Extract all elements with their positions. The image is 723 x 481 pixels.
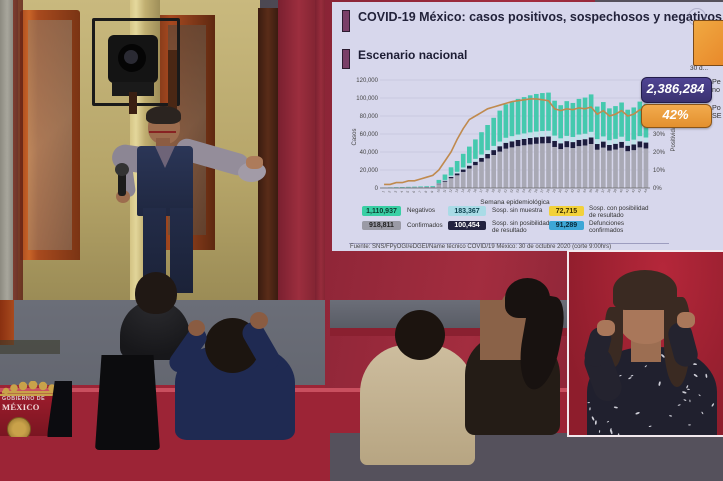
svg-text:38: 38 bbox=[607, 188, 612, 193]
svg-text:34: 34 bbox=[582, 188, 587, 193]
svg-text:0%: 0% bbox=[653, 186, 662, 192]
svg-text:24: 24 bbox=[521, 188, 526, 193]
svg-text:44: 44 bbox=[643, 188, 648, 193]
svg-text:14: 14 bbox=[460, 188, 465, 193]
svg-text:32: 32 bbox=[570, 188, 575, 193]
svg-text:37: 37 bbox=[600, 188, 605, 193]
svg-text:4: 4 bbox=[399, 190, 403, 193]
svg-text:43: 43 bbox=[637, 188, 642, 193]
svg-text:10: 10 bbox=[436, 188, 441, 193]
svg-text:11: 11 bbox=[442, 189, 447, 194]
svg-text:16: 16 bbox=[473, 188, 478, 193]
svg-text:40: 40 bbox=[619, 188, 624, 193]
svg-text:7: 7 bbox=[418, 190, 422, 193]
svg-text:23: 23 bbox=[515, 188, 520, 193]
svg-text:18: 18 bbox=[485, 188, 490, 193]
svg-text:36: 36 bbox=[594, 188, 599, 193]
svg-text:28: 28 bbox=[546, 188, 551, 193]
svg-text:60,000: 60,000 bbox=[360, 132, 379, 138]
svg-text:17: 17 bbox=[479, 188, 484, 193]
svg-text:3: 3 bbox=[393, 190, 397, 193]
svg-text:29: 29 bbox=[552, 188, 557, 193]
svg-text:40,000: 40,000 bbox=[360, 150, 379, 156]
svg-text:0: 0 bbox=[375, 186, 379, 192]
svg-text:27: 27 bbox=[540, 188, 545, 193]
svg-text:22: 22 bbox=[509, 188, 514, 193]
svg-text:Casos: Casos bbox=[352, 128, 358, 145]
svg-text:6: 6 bbox=[412, 190, 416, 193]
svg-text:39: 39 bbox=[613, 188, 618, 193]
svg-text:13: 13 bbox=[454, 188, 459, 193]
svg-text:30%: 30% bbox=[653, 132, 666, 138]
svg-text:8: 8 bbox=[424, 190, 428, 193]
svg-text:26: 26 bbox=[533, 188, 538, 193]
svg-text:25: 25 bbox=[527, 188, 532, 193]
svg-text:9: 9 bbox=[430, 190, 434, 193]
svg-text:Semana epidemiológica: Semana epidemiológica bbox=[480, 199, 550, 206]
svg-text:5: 5 bbox=[406, 190, 410, 193]
svg-text:1: 1 bbox=[381, 190, 385, 193]
svg-text:100,000: 100,000 bbox=[356, 96, 378, 102]
svg-text:19: 19 bbox=[491, 188, 496, 193]
svg-text:21: 21 bbox=[503, 188, 508, 193]
svg-text:15: 15 bbox=[466, 188, 471, 193]
svg-text:42: 42 bbox=[631, 188, 636, 193]
svg-text:2: 2 bbox=[387, 190, 391, 193]
svg-text:20: 20 bbox=[497, 188, 502, 193]
svg-text:12: 12 bbox=[448, 188, 453, 193]
svg-text:35: 35 bbox=[588, 188, 593, 193]
svg-text:20,000: 20,000 bbox=[360, 168, 379, 174]
svg-text:31: 31 bbox=[564, 188, 569, 193]
svg-text:10%: 10% bbox=[653, 168, 666, 174]
svg-text:20%: 20% bbox=[653, 150, 666, 156]
svg-text:41: 41 bbox=[625, 188, 630, 193]
svg-text:33: 33 bbox=[576, 188, 581, 193]
svg-text:120,000: 120,000 bbox=[356, 78, 378, 84]
svg-text:80,000: 80,000 bbox=[360, 114, 379, 120]
svg-text:30: 30 bbox=[558, 188, 563, 193]
